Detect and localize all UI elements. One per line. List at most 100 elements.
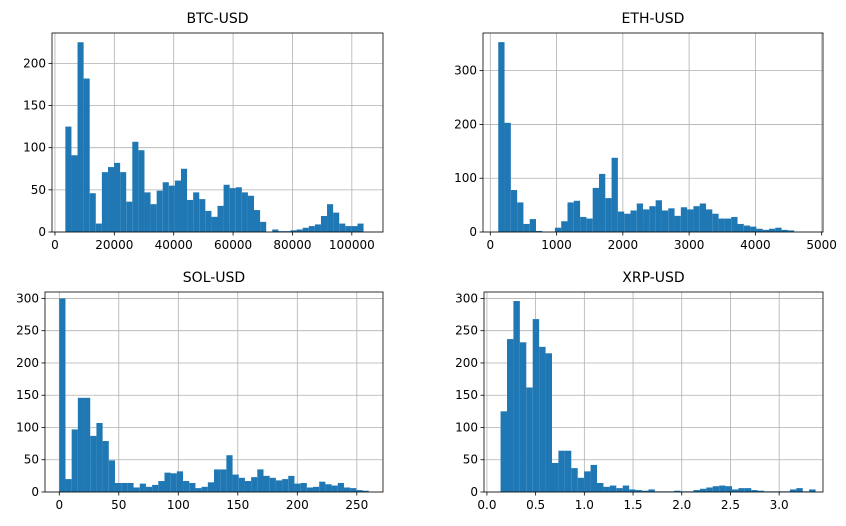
bar-45 bbox=[339, 223, 346, 232]
bar-3 bbox=[517, 202, 524, 232]
bar-41 bbox=[756, 228, 763, 232]
bar-1 bbox=[504, 122, 511, 232]
bar-0 bbox=[500, 411, 507, 492]
y-tick-label-0: 0 bbox=[31, 485, 39, 499]
plot-area bbox=[483, 33, 823, 232]
bar-18 bbox=[611, 157, 618, 232]
subplot-title: BTC-USD bbox=[186, 11, 248, 27]
bar-21 bbox=[635, 490, 643, 492]
bar-20 bbox=[183, 481, 190, 492]
bar-29 bbox=[680, 207, 688, 232]
subplot-xrp-usd: 0.0 0.5 1.0 1.5 2.0 2.5 3.0 0 50 100 150 200 250 300 X… bbox=[455, 270, 824, 512]
y-tick-label-1: 50 bbox=[24, 453, 39, 467]
bar-43 bbox=[325, 484, 332, 492]
bar-16 bbox=[598, 173, 606, 232]
bar-36 bbox=[282, 479, 289, 492]
x-tick-label-5: 2.5 bbox=[721, 498, 740, 512]
axes-frame bbox=[44, 291, 384, 493]
bar-15 bbox=[592, 187, 599, 232]
bar-42 bbox=[762, 229, 769, 232]
bar-36 bbox=[724, 218, 732, 232]
bar-20 bbox=[187, 199, 194, 232]
bar-23 bbox=[643, 209, 650, 232]
bar-49 bbox=[362, 490, 369, 492]
bar-0 bbox=[59, 298, 66, 492]
y-tick-label-2: 100 bbox=[23, 141, 46, 155]
x-tick-label-4: 4000 bbox=[740, 238, 771, 252]
axes-frame bbox=[483, 291, 824, 493]
x-tick-label-1: 1000 bbox=[541, 238, 572, 252]
bar-42 bbox=[319, 481, 326, 492]
y-tick-label-0: 0 bbox=[470, 485, 478, 499]
bar-35 bbox=[275, 480, 283, 492]
y-tick-label-5: 250 bbox=[16, 324, 39, 338]
x-tick-label-5: 250 bbox=[345, 498, 368, 512]
bar-45 bbox=[789, 489, 797, 492]
plot-area bbox=[52, 33, 383, 232]
x-tick-label-4: 200 bbox=[286, 498, 309, 512]
bar-35 bbox=[718, 218, 725, 232]
x-tick-label-0: 0 bbox=[486, 238, 494, 252]
bar-46 bbox=[796, 488, 803, 492]
bar-37 bbox=[738, 488, 745, 492]
bar-17 bbox=[605, 198, 612, 232]
x-tick-label-4: 2.0 bbox=[672, 498, 691, 512]
histogram-bars bbox=[65, 42, 364, 233]
bar-34 bbox=[269, 477, 276, 492]
y-tick-label-2: 100 bbox=[16, 420, 39, 434]
y-tick-label-4: 200 bbox=[23, 56, 46, 70]
bar-15 bbox=[156, 190, 163, 232]
bar-3 bbox=[83, 78, 90, 232]
bar-13 bbox=[144, 192, 151, 232]
bar-31 bbox=[254, 210, 261, 232]
y-tick-label-0: 0 bbox=[38, 225, 46, 239]
x-tick-label-2: 100 bbox=[167, 498, 190, 512]
y-tick-label-4: 200 bbox=[455, 356, 478, 370]
bar-3 bbox=[519, 342, 527, 492]
bar-27 bbox=[674, 490, 681, 492]
bar-26 bbox=[661, 210, 669, 232]
bar-43 bbox=[768, 228, 776, 232]
bar-44 bbox=[775, 227, 782, 232]
bar-31 bbox=[699, 488, 707, 492]
bar-16 bbox=[158, 481, 165, 492]
bar-20 bbox=[624, 213, 631, 232]
bar-40 bbox=[750, 226, 757, 232]
x-tick-label-6: 3.0 bbox=[770, 498, 789, 512]
bar-38 bbox=[737, 223, 744, 232]
bar-12 bbox=[577, 477, 585, 492]
bar-18 bbox=[616, 488, 623, 492]
bar-14 bbox=[586, 218, 593, 232]
bar-2 bbox=[513, 301, 520, 492]
bar-32 bbox=[260, 221, 267, 232]
y-tick-label-3: 150 bbox=[16, 388, 39, 402]
bar-14 bbox=[590, 464, 597, 492]
bar-26 bbox=[220, 469, 227, 492]
bar-33 bbox=[263, 475, 270, 492]
bar-33 bbox=[706, 209, 713, 232]
bar-39 bbox=[300, 482, 307, 492]
bar-41 bbox=[314, 224, 321, 232]
bar-11 bbox=[132, 141, 139, 232]
bar-46 bbox=[345, 226, 352, 232]
bar-8 bbox=[108, 460, 115, 492]
x-tick-label-1: 50 bbox=[111, 498, 126, 512]
bar-29 bbox=[238, 477, 245, 492]
bar-39 bbox=[302, 227, 309, 232]
bar-25 bbox=[214, 469, 221, 492]
bar-14 bbox=[150, 204, 157, 232]
bar-1 bbox=[65, 479, 72, 492]
bar-38 bbox=[296, 229, 303, 232]
x-tick-label-2: 40000 bbox=[155, 238, 193, 252]
y-tick-label-3: 150 bbox=[23, 99, 46, 113]
bar-47 bbox=[350, 488, 357, 492]
bar-40 bbox=[308, 226, 315, 232]
bar-13 bbox=[580, 216, 587, 232]
bar-6 bbox=[96, 422, 103, 492]
bar-37 bbox=[290, 230, 297, 232]
x-tick-label-3: 1.5 bbox=[623, 498, 642, 512]
bar-46 bbox=[343, 487, 351, 492]
y-tick-label-0: 0 bbox=[469, 225, 477, 239]
bar-44 bbox=[333, 212, 340, 232]
bar-33 bbox=[712, 486, 720, 492]
